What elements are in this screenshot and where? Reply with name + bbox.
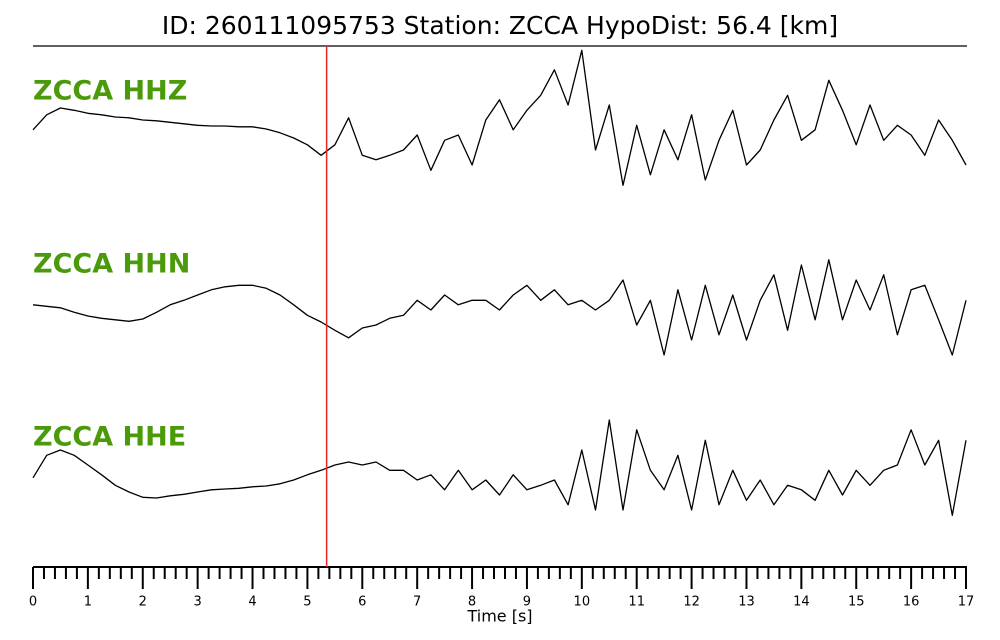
x-tick-label: 11 xyxy=(628,595,645,610)
x-tick-label: 8 xyxy=(468,595,476,610)
x-tick-label: 1 xyxy=(84,595,92,610)
x-tick-label: 15 xyxy=(848,595,865,610)
trace-label: ZCCA HHN xyxy=(33,249,190,280)
x-tick-label: 10 xyxy=(574,595,591,610)
x-tick-label: 3 xyxy=(194,595,202,610)
x-tick-label: 9 xyxy=(523,595,531,610)
x-tick-label: 7 xyxy=(413,595,421,610)
x-axis-label: Time [s] xyxy=(466,607,532,626)
waveform xyxy=(32,49,967,186)
x-tick-label: 0 xyxy=(29,595,37,610)
x-tick-label: 4 xyxy=(248,595,256,610)
chart-title: ID: 260111095753 Station: ZCCA HypoDist:… xyxy=(162,11,838,40)
x-tick-label: 13 xyxy=(738,595,755,610)
x-tick-label: 5 xyxy=(303,595,311,610)
trace-label: ZCCA HHE xyxy=(33,422,186,453)
waveform xyxy=(32,419,967,516)
x-tick-label: 16 xyxy=(903,595,920,610)
x-tick-label: 17 xyxy=(958,595,975,610)
x-tick-label: 2 xyxy=(139,595,147,610)
x-tick-label: 12 xyxy=(683,595,700,610)
trace-label: ZCCA HHZ xyxy=(33,76,187,107)
x-tick-label: 14 xyxy=(793,595,810,610)
x-tick-label: 6 xyxy=(358,595,366,610)
waveform xyxy=(32,259,967,356)
